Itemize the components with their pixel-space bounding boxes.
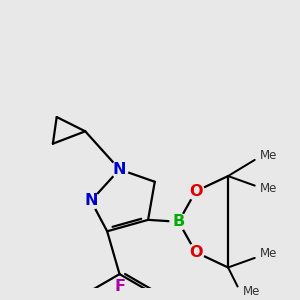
Circle shape <box>187 183 204 200</box>
Circle shape <box>187 244 204 261</box>
Text: F: F <box>114 279 125 294</box>
Circle shape <box>111 161 128 178</box>
Circle shape <box>170 213 187 230</box>
Text: Me: Me <box>260 247 277 260</box>
Circle shape <box>111 278 128 295</box>
Text: Me: Me <box>243 285 261 298</box>
Text: O: O <box>189 245 202 260</box>
Text: O: O <box>189 184 202 199</box>
Text: B: B <box>172 214 185 229</box>
Text: N: N <box>84 193 98 208</box>
Text: N: N <box>113 162 126 177</box>
Text: Me: Me <box>260 148 277 162</box>
Text: Me: Me <box>260 182 277 195</box>
Circle shape <box>82 192 100 209</box>
